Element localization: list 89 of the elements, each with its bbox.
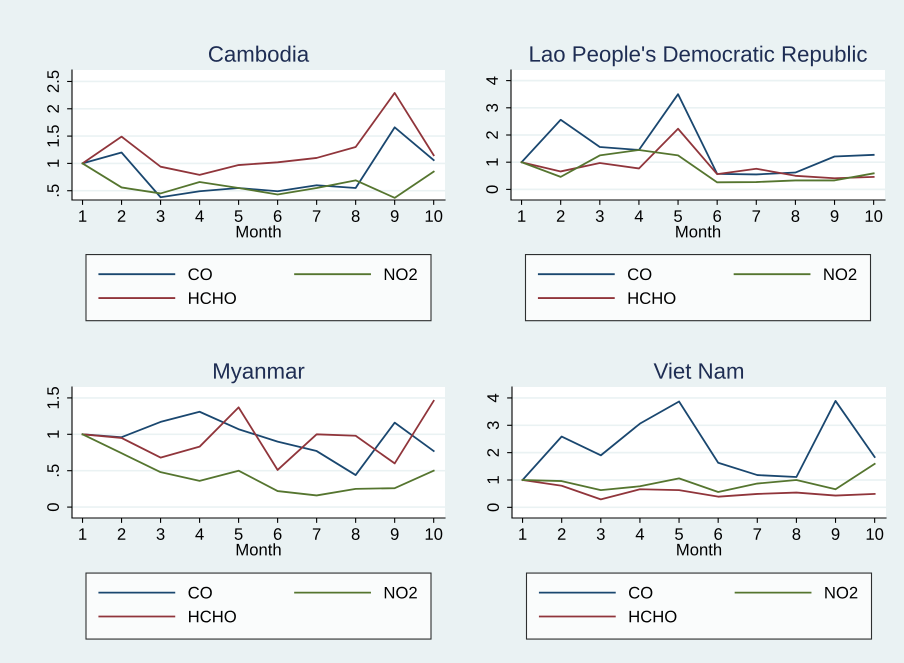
y-tick-label: 1 <box>47 160 59 167</box>
x-tick-label: 7 <box>312 210 320 222</box>
x-tick-label: 2 <box>556 210 564 222</box>
x-axis-title: Month <box>676 225 720 238</box>
y-tick-label: 2.5 <box>47 70 59 92</box>
x-tick-label: 8 <box>352 528 360 540</box>
x-tick-label: 2 <box>558 528 566 540</box>
chart-title: Myanmar <box>214 363 304 384</box>
y-tick-label: 1 <box>487 476 499 484</box>
x-tick-label: 9 <box>390 528 399 540</box>
line-series <box>520 149 875 184</box>
line-series <box>520 128 875 180</box>
x-tick-label: 8 <box>792 528 800 540</box>
x-tick-label: 10 <box>866 210 882 222</box>
x-tick-label: 3 <box>596 210 604 222</box>
chart-title: Cambodia <box>208 46 310 62</box>
x-tick-label: 8 <box>792 210 800 222</box>
line-series <box>522 462 876 493</box>
x-tick-label: 2 <box>118 528 126 540</box>
legend-label: NO2 <box>384 268 417 280</box>
x-axis-title: Month <box>236 543 281 556</box>
x-tick-label: 5 <box>234 210 243 222</box>
y-tick-label: .5 <box>47 464 59 476</box>
legend-label: CO <box>629 586 652 599</box>
chart-title: Lao People's Democratic Republic <box>530 46 867 66</box>
legend-label: CO <box>188 586 212 599</box>
x-tick-label: 1 <box>519 528 526 540</box>
x-tick-label: 7 <box>754 528 762 540</box>
x-tick-label: 5 <box>234 528 243 540</box>
x-tick-label: 9 <box>832 528 840 540</box>
x-tick-label: 4 <box>195 210 204 222</box>
x-tick-label: 10 <box>426 210 442 222</box>
x-tick-label: 7 <box>752 210 760 222</box>
legend-label: NO2 <box>384 586 417 599</box>
legend-label: HCHO <box>628 292 676 304</box>
x-tick-label: 2 <box>118 210 126 222</box>
line-series <box>82 433 435 496</box>
x-tick-label: 7 <box>312 528 320 540</box>
x-tick-label: 9 <box>390 210 399 222</box>
x-axis-title: Month <box>677 543 722 556</box>
line-series <box>82 400 435 471</box>
x-tick-label: 3 <box>156 210 164 222</box>
x-tick-label: 4 <box>634 210 644 222</box>
y-tick-label: 4 <box>487 394 499 402</box>
x-tick-label: 6 <box>274 210 282 222</box>
y-tick-label: 1 <box>486 158 498 166</box>
y-tick-label: 2 <box>487 448 499 456</box>
x-tick-label: 9 <box>830 210 838 222</box>
x-tick-label: 1 <box>79 210 86 222</box>
y-tick-label: 0 <box>47 503 59 512</box>
x-tick-label: 10 <box>866 528 884 540</box>
legend-label: CO <box>188 268 212 280</box>
y-tick-label: 1.5 <box>47 387 59 408</box>
legend-label: HCHO <box>189 610 236 622</box>
x-tick-label: 5 <box>675 528 683 540</box>
line-series <box>82 126 435 198</box>
line-series <box>522 400 876 481</box>
x-tick-label: 1 <box>518 210 526 222</box>
x-tick-label: 4 <box>636 528 644 540</box>
y-tick-label: 1 <box>47 430 59 438</box>
y-tick-label: 4 <box>486 76 498 85</box>
line-series <box>520 93 875 176</box>
x-axis-title: Month <box>236 225 281 238</box>
y-tick-label: 2 <box>486 131 498 139</box>
x-tick-label: 1 <box>79 528 86 540</box>
line-series <box>82 92 435 176</box>
legend-label: HCHO <box>630 610 676 622</box>
legend-label: HCHO <box>189 292 236 304</box>
x-tick-label: 10 <box>426 528 442 540</box>
x-tick-label: 8 <box>352 210 360 222</box>
x-tick-label: 5 <box>674 210 682 222</box>
legend-label: NO2 <box>824 268 856 280</box>
legend-label: CO <box>628 268 652 280</box>
x-tick-label: 3 <box>596 528 605 540</box>
x-tick-label: 6 <box>713 210 722 222</box>
y-tick-label: 3 <box>486 104 498 112</box>
y-tick-label: 2 <box>47 104 59 113</box>
legend-label: NO2 <box>825 586 858 599</box>
x-tick-label: 6 <box>274 528 282 540</box>
x-tick-label: 3 <box>156 528 164 540</box>
x-tick-label: 4 <box>195 528 204 540</box>
y-tick-label: .5 <box>47 184 59 196</box>
chart-title: Viet Nam <box>654 362 744 379</box>
x-tick-label: 6 <box>714 528 722 540</box>
y-tick-label: 0 <box>486 185 498 194</box>
y-tick-label: 0 <box>487 503 499 512</box>
y-tick-label: 3 <box>487 421 499 430</box>
line-series <box>82 162 435 199</box>
y-tick-label: 1.5 <box>47 125 59 146</box>
